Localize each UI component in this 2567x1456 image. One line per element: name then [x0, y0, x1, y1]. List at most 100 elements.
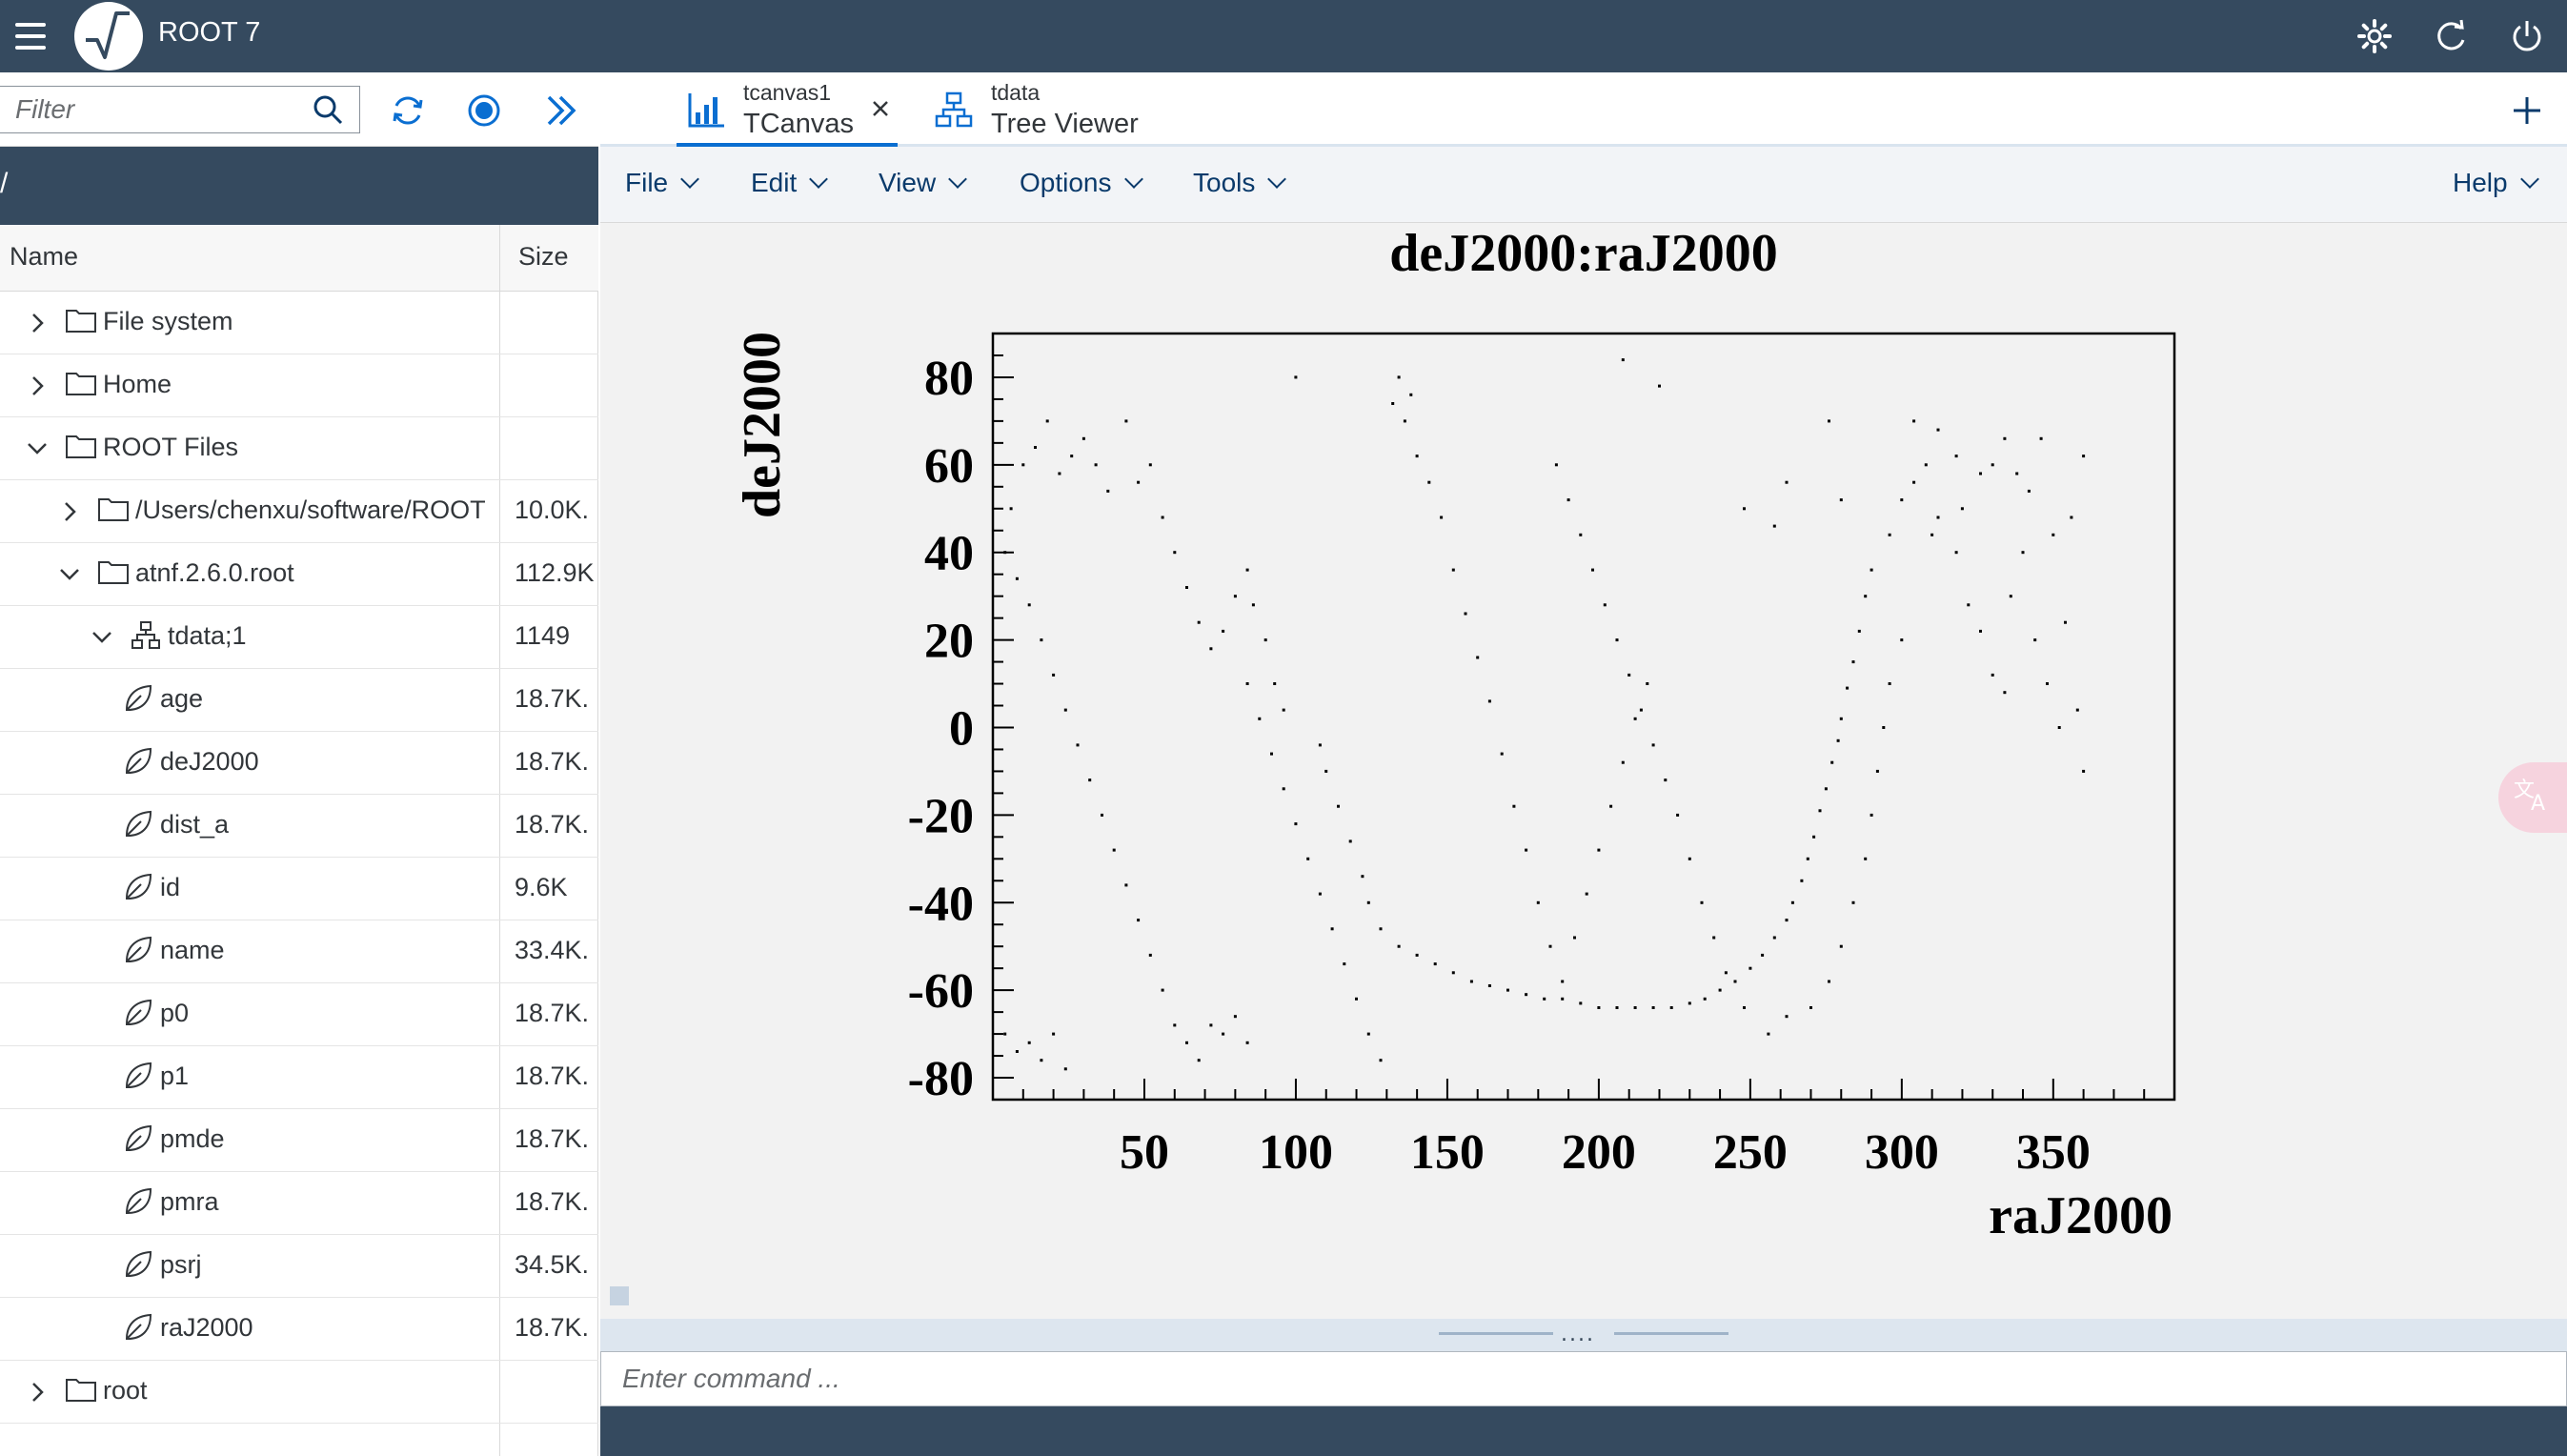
tree-row[interactable]: age 18.7K. — [0, 669, 598, 732]
tree-row[interactable]: dist_a 18.7K. — [0, 795, 598, 858]
data-point — [1148, 953, 1152, 957]
data-point — [1294, 375, 1298, 379]
tree-item-label: dist_a — [160, 810, 230, 839]
double-chevron-right-icon[interactable] — [539, 90, 581, 131]
data-point — [1058, 472, 1061, 475]
data-point — [1282, 787, 1285, 791]
data-point — [1088, 779, 1092, 782]
data-point — [1991, 673, 1994, 677]
tab-tree-viewer[interactable]: tdata Tree Viewer — [924, 72, 1172, 147]
data-point — [1081, 436, 1085, 440]
column-divider[interactable] — [499, 225, 500, 1456]
column-header-size[interactable]: Size — [518, 242, 569, 271]
data-point — [1318, 892, 1322, 896]
tree-row[interactable]: Home — [0, 354, 598, 417]
data-point — [1561, 980, 1565, 983]
tree-row[interactable]: /Users/chenxu/software/ROOT 10.0K. — [0, 480, 598, 543]
tree-row[interactable]: name 33.4K. — [0, 920, 598, 983]
menu-edit[interactable]: Edit — [751, 168, 829, 198]
chevron-down-icon[interactable] — [55, 560, 84, 589]
tree-row[interactable]: atnf.2.6.0.root 112.9K — [0, 543, 598, 606]
y-tick-label: 80 — [924, 352, 974, 406]
data-point — [1639, 708, 1643, 712]
menu-options[interactable]: Options — [1020, 168, 1143, 198]
data-point — [1561, 997, 1565, 1001]
tree-row[interactable]: root — [0, 1361, 598, 1424]
data-point — [1839, 498, 1843, 502]
close-icon[interactable] — [867, 95, 894, 122]
data-point — [1824, 787, 1828, 791]
tab-header: tcanvas1 TCanvas tdata Tree Viewer — [600, 72, 2567, 147]
tree-row[interactable]: p0 18.7K. — [0, 983, 598, 1046]
tree-item-size: 10.0K. — [515, 495, 590, 524]
menu-view[interactable]: View — [879, 168, 968, 198]
tree-row[interactable]: ROOT Files — [0, 417, 598, 480]
canvas-corner-handle[interactable] — [610, 1286, 629, 1305]
tcanvas-area[interactable]: deJ2000:raJ2000 deJ2000 raJ2000 50 100 150… — [600, 223, 2567, 1319]
data-point — [1397, 375, 1401, 379]
chevron-right-icon[interactable] — [23, 309, 51, 337]
chevron-down-icon — [948, 170, 968, 189]
data-point — [1185, 586, 1188, 589]
settings-icon[interactable] — [2355, 17, 2394, 55]
leaf-icon — [122, 1060, 154, 1092]
tree-item-label: name — [160, 936, 225, 964]
data-point — [2009, 595, 2012, 598]
refresh-icon[interactable] — [387, 90, 429, 131]
command-input[interactable] — [620, 1360, 2431, 1398]
data-point — [1197, 620, 1201, 624]
menu-help[interactable]: Help — [2453, 168, 2539, 198]
leaf-icon — [122, 1185, 154, 1218]
shell-bar: ROOT 7 — [0, 0, 2567, 72]
menu-file[interactable]: File — [625, 168, 700, 198]
data-point — [1603, 603, 1607, 607]
data-point — [1809, 1006, 1812, 1009]
chevron-right-icon[interactable] — [23, 1378, 51, 1406]
add-tab-icon[interactable] — [2508, 91, 2546, 130]
search-icon[interactable] — [311, 92, 345, 127]
tree-row[interactable]: deJ2000 18.7K. — [0, 732, 598, 795]
tree-row[interactable]: pmra 18.7K. — [0, 1172, 598, 1235]
data-point — [1785, 480, 1789, 484]
data-point — [1743, 1006, 1746, 1009]
data-point — [1700, 900, 1704, 904]
chevron-down-icon[interactable] — [23, 435, 51, 463]
y-tick-label: -60 — [908, 964, 974, 1019]
chevron-down-icon[interactable] — [88, 623, 116, 652]
x-tick-label: 150 — [1410, 1125, 1485, 1180]
data-point — [1464, 612, 1467, 616]
tree-row[interactable]: tdata;1 1149 — [0, 606, 598, 669]
data-point — [1724, 971, 1728, 975]
tree-item-label: root — [103, 1376, 148, 1405]
scatter-plot[interactable]: deJ2000:raJ2000 deJ2000 raJ2000 50 100 150… — [600, 223, 2567, 1319]
tree-item-label: raJ2000 — [160, 1313, 253, 1342]
record-icon[interactable] — [463, 90, 505, 131]
tree-row[interactable]: raJ2000 18.7K. — [0, 1298, 598, 1361]
data-point — [1785, 1015, 1789, 1019]
tree-row[interactable]: psrj 34.5K. — [0, 1235, 598, 1298]
hamburger-menu-icon[interactable] — [11, 17, 50, 55]
splitter-handle[interactable]: .... — [1561, 1323, 1595, 1346]
bar-chart-icon — [686, 90, 726, 130]
data-point — [1703, 997, 1707, 1001]
tab-tcanvas[interactable]: tcanvas1 TCanvas — [677, 72, 898, 147]
column-header-name[interactable]: Name — [10, 242, 79, 271]
y-tick-label: 60 — [924, 439, 974, 494]
tree-row[interactable]: pmde 18.7K. — [0, 1109, 598, 1172]
tree-item-size: 18.7K. — [515, 810, 590, 839]
filter-input[interactable] — [13, 91, 299, 129]
data-point — [1391, 402, 1395, 405]
translate-icon[interactable]: 文 A — [2498, 762, 2567, 833]
power-icon[interactable] — [2508, 17, 2546, 55]
tree-row[interactable]: p1 18.7K. — [0, 1046, 598, 1109]
menu-tools[interactable]: Tools — [1193, 168, 1287, 198]
data-point — [1688, 857, 1691, 860]
data-point — [1045, 419, 1049, 423]
tree-row[interactable]: File system — [0, 292, 598, 354]
panel-splitter[interactable]: .... — [600, 1319, 2567, 1351]
reload-icon[interactable] — [2432, 17, 2470, 55]
chevron-right-icon[interactable] — [55, 497, 84, 526]
data-point — [1197, 1059, 1201, 1062]
tree-row[interactable]: id 9.6K — [0, 858, 598, 920]
chevron-right-icon[interactable] — [23, 372, 51, 400]
